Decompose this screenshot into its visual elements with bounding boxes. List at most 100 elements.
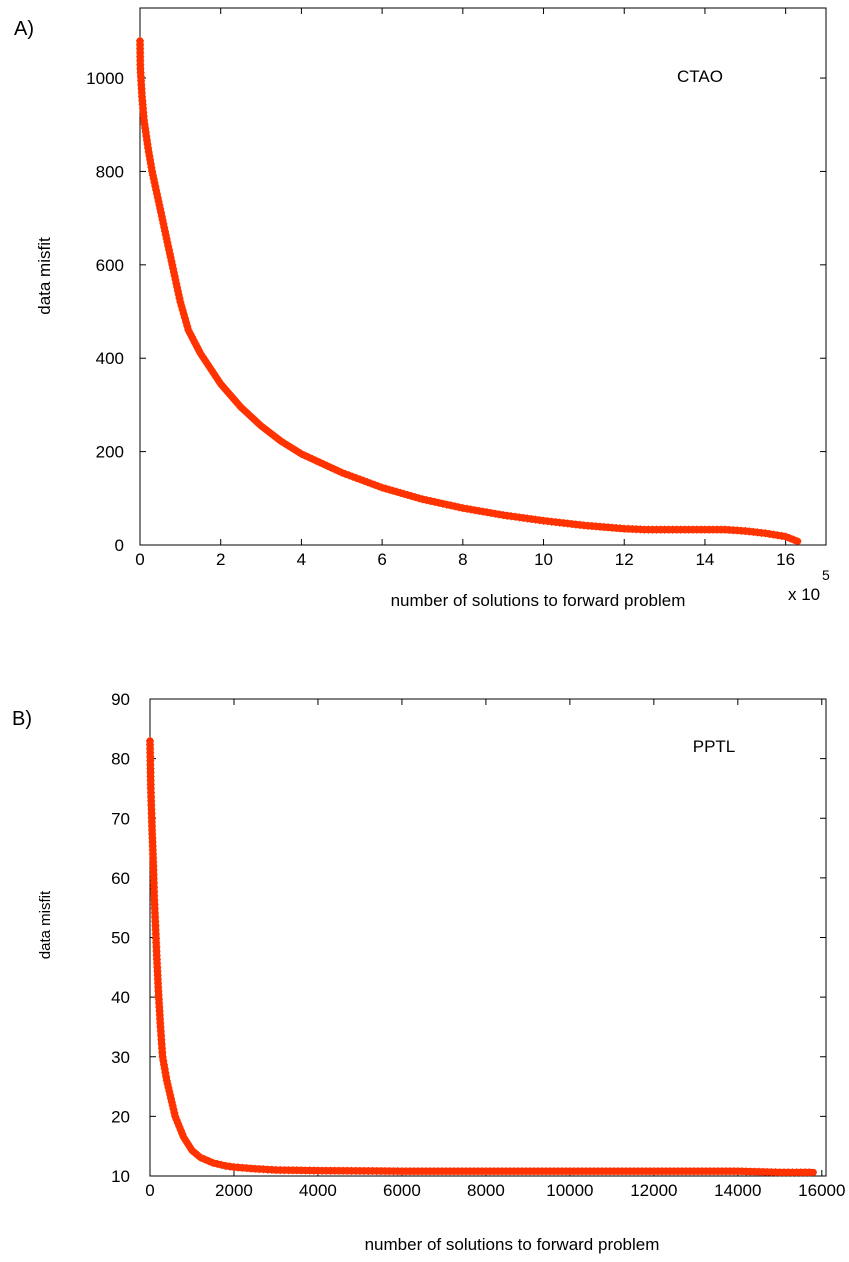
data-point-marker	[773, 531, 782, 540]
data-point-marker	[446, 501, 455, 510]
data-point-marker	[330, 465, 339, 474]
data-point-marker	[163, 238, 172, 247]
x-tick-label: 8	[458, 550, 467, 569]
data-point-marker	[144, 148, 153, 156]
data-point-marker	[179, 310, 188, 319]
data-point-marker	[761, 529, 770, 538]
data-point-marker	[148, 167, 157, 176]
data-point-marker	[196, 1153, 205, 1162]
data-point-marker	[161, 1068, 170, 1077]
data-point-marker	[370, 480, 379, 489]
y-tick-label: 30	[111, 1048, 130, 1067]
data-point-marker	[171, 275, 180, 284]
data-point-marker	[319, 460, 328, 469]
data-point-marker	[164, 1083, 173, 1092]
y-tick-label: 50	[111, 929, 130, 948]
data-point-marker	[777, 531, 786, 540]
data-point-marker	[149, 174, 158, 183]
x-axis-label: number of solutions to forward problem	[391, 591, 686, 610]
data-point-marker	[162, 1076, 171, 1085]
data-point-marker	[174, 290, 183, 299]
data-point-marker	[153, 193, 162, 202]
data-point-marker	[400, 489, 409, 498]
data-point-marker	[150, 178, 159, 187]
x-tick-label: 6000	[383, 1181, 421, 1200]
data-point-marker	[148, 171, 157, 180]
data-point-marker	[167, 1098, 176, 1107]
data-point-marker	[781, 532, 790, 541]
data-point-marker	[184, 326, 193, 335]
x-tick-label: 0	[145, 1181, 154, 1200]
data-point-marker	[174, 1119, 182, 1128]
data-point-marker	[418, 495, 427, 504]
data-point-marker	[209, 1158, 217, 1167]
data-point-marker	[166, 253, 175, 262]
data-point-marker	[789, 535, 798, 544]
data-point-marker	[194, 346, 203, 355]
data-point-marker	[531, 515, 540, 524]
data-point-marker	[352, 474, 361, 483]
x-axis-multiplier: x 10	[788, 585, 820, 604]
data-point-marker	[164, 242, 173, 251]
data-point-marker	[189, 336, 198, 345]
data-point-marker	[407, 492, 416, 501]
plot-frame	[139, 7, 827, 546]
data-point-marker	[176, 298, 185, 307]
data-point-marker	[168, 260, 177, 269]
data-point-marker	[172, 279, 181, 288]
data-point-marker	[166, 1090, 175, 1099]
data-point-marker	[466, 505, 475, 514]
data-point-marker	[176, 1126, 185, 1135]
data-point-marker	[345, 471, 354, 480]
y-tick-label: 600	[96, 256, 124, 275]
data-point-marker	[462, 504, 471, 513]
data-point-marker	[158, 1052, 167, 1061]
y-tick-label: 90	[111, 690, 130, 709]
data-point-marker	[175, 294, 184, 303]
data-point-marker	[165, 1087, 174, 1096]
data-point-marker	[187, 332, 196, 341]
x-tick-label: 0	[135, 550, 144, 569]
x-tick-label: 10000	[546, 1181, 593, 1200]
data-point-marker	[341, 470, 350, 478]
data-point-marker	[403, 491, 412, 499]
plot-frame	[149, 698, 827, 1177]
data-point-marker	[177, 302, 186, 311]
data-series-band	[136, 37, 802, 545]
data-point-marker	[458, 504, 467, 513]
data-point-marker	[301, 451, 310, 460]
data-point-marker	[147, 163, 156, 172]
data-markers	[136, 36, 798, 544]
x-tick-label: 8000	[467, 1181, 505, 1200]
x-tick-label: 6	[377, 550, 386, 569]
data-point-marker	[146, 155, 155, 164]
y-tick-label: 10	[111, 1167, 130, 1186]
data-point-marker	[348, 472, 357, 481]
data-point-marker	[392, 487, 401, 496]
data-point-marker	[426, 497, 435, 505]
data-point-marker	[381, 484, 390, 493]
y-tick-label: 80	[111, 750, 130, 769]
data-point-marker	[389, 486, 398, 495]
data-point-marker	[165, 245, 174, 254]
y-tick-label: 0	[115, 536, 124, 555]
x-tick-label: 4000	[299, 1181, 337, 1200]
data-point-marker	[167, 1094, 175, 1103]
data-point-marker	[308, 455, 317, 463]
x-tick-label: 4	[297, 550, 306, 569]
data-point-marker	[182, 318, 191, 327]
y-tick-label: 400	[96, 349, 124, 368]
data-point-marker	[191, 339, 200, 348]
data-point-marker	[356, 475, 365, 484]
data-point-marker	[511, 512, 520, 521]
x-tick-label: 14	[695, 550, 714, 569]
data-point-marker	[158, 216, 167, 224]
data-point-marker	[169, 268, 178, 277]
data-point-marker	[175, 1122, 184, 1131]
y-tick-label: 200	[96, 443, 124, 462]
data-point-marker	[186, 329, 195, 338]
x-tick-label: 10	[534, 550, 553, 569]
chart-panel-a: A) 0 2 4 6 8 10 12 14 16 0 200 400 600 800 1000 CTAO num…	[0, 0, 849, 630]
data-markers	[146, 736, 814, 1177]
data-point-marker	[359, 476, 368, 485]
